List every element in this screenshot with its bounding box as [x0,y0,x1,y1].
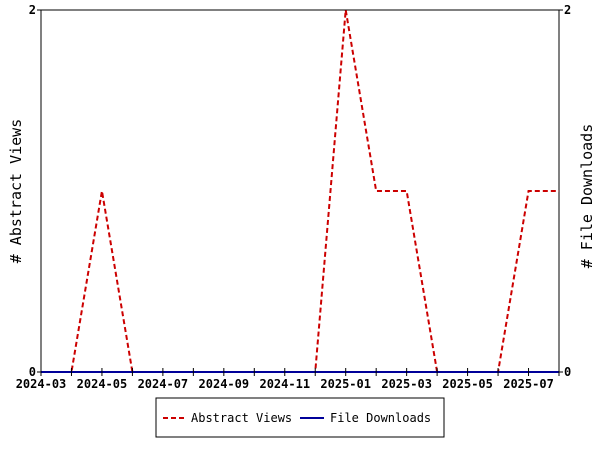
x-axis: 2024-03 2024-05 2024-07 2024-09 2024-11 2025-… [16,368,560,391]
y-axes: 0 2 0 2 [29,3,571,379]
plot-area [40,9,560,373]
y-tick-label-left: 2 [29,3,36,17]
x-tick-label: 2024-11 [259,377,310,391]
legend-label-file-downloads: File Downloads [330,411,431,425]
x-tick-label: 2025-05 [442,377,493,391]
x-tick-label: 2025-03 [381,377,432,391]
x-tick-label: 2025-07 [503,377,554,391]
y-tick-label-right: 0 [564,365,571,379]
y-tick-label-left: 0 [29,365,36,379]
legend: Abstract Views File Downloads [155,397,445,438]
x-tick-label: 2025-01 [320,377,371,391]
y-tick-label-right: 2 [564,3,571,17]
legend-label-abstract-views: Abstract Views [191,411,292,425]
x-tick-label: 2024-09 [199,377,250,391]
y-axis-title-left: # Abstract Views [7,119,25,264]
x-tick-label: 2024-07 [138,377,189,391]
x-tick-label: 2024-03 [16,377,67,391]
x-tick-label: 2024-05 [77,377,128,391]
y-axis-title-right: # File Downloads [578,124,596,269]
